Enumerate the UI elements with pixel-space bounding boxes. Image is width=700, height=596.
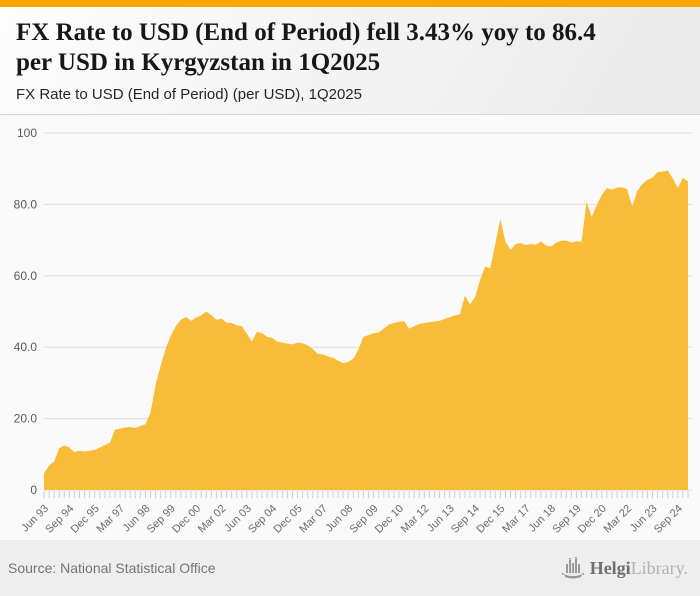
helgi-logo-text-light: Library. bbox=[630, 557, 688, 578]
helgi-library-logo[interactable]: HelgiLibrary. bbox=[561, 557, 688, 579]
x-axis-tick-label: Dec 00 bbox=[170, 503, 203, 536]
x-axis-tick-label: Dec 20 bbox=[576, 503, 609, 536]
x-axis-tick-label: Dec 95 bbox=[69, 503, 102, 536]
page-title-line-2: per USD in Kyrgyzstan in 1Q2025 bbox=[16, 49, 381, 76]
chart-panel: 0 20.0 40.0 60.0 80.0 100 Jun 93 Sep 94 Dec 95 Ma… bbox=[0, 115, 700, 540]
y-axis-tick-label: 60.0 bbox=[14, 269, 38, 283]
x-axis-tick-label: Mar 17 bbox=[500, 503, 533, 536]
header: FX Rate to USD (End of Period) fell 3.43… bbox=[0, 7, 700, 115]
x-axis-tick-label: Dec 05 bbox=[272, 503, 305, 536]
page-title-line-1: FX Rate to USD (End of Period) fell 3.43… bbox=[16, 19, 596, 46]
y-axis-tick-label: 100 bbox=[17, 126, 37, 140]
x-axis-tick-label: Mar 02 bbox=[196, 503, 229, 536]
x-axis-tick-label: Mar 12 bbox=[399, 503, 432, 536]
page-title: FX Rate to USD (End of Period) fell 3.43… bbox=[16, 18, 684, 78]
helgi-logo-text-bold: Helgi bbox=[589, 557, 631, 578]
helgi-logo-icon bbox=[561, 557, 585, 579]
x-axis-tick-label: Dec 10 bbox=[373, 503, 406, 536]
footer: Source: National Statistical Office Helg… bbox=[0, 540, 700, 596]
x-axis-tick-label: Mar 07 bbox=[297, 503, 330, 536]
accent-bar bbox=[0, 0, 700, 7]
y-axis-tick-label: 80.0 bbox=[14, 197, 38, 211]
x-axis-tick-label: Dec 15 bbox=[474, 503, 507, 536]
x-axis-tick-label: Mar 97 bbox=[94, 503, 127, 536]
area-series bbox=[44, 170, 688, 491]
x-axis-tick-label: Sep 24 bbox=[652, 503, 685, 536]
helgi-logo-text: HelgiLibrary. bbox=[590, 558, 688, 579]
y-axis-tick-label: 40.0 bbox=[14, 340, 38, 354]
page-subtitle: FX Rate to USD (End of Period) (per USD)… bbox=[16, 86, 362, 103]
y-axis-tick-label: 0 bbox=[30, 483, 37, 497]
y-axis-tick-label: 20.0 bbox=[14, 412, 38, 426]
x-axis-tick-label: Mar 22 bbox=[602, 503, 635, 536]
source-text: Source: National Statistical Office bbox=[8, 560, 216, 576]
